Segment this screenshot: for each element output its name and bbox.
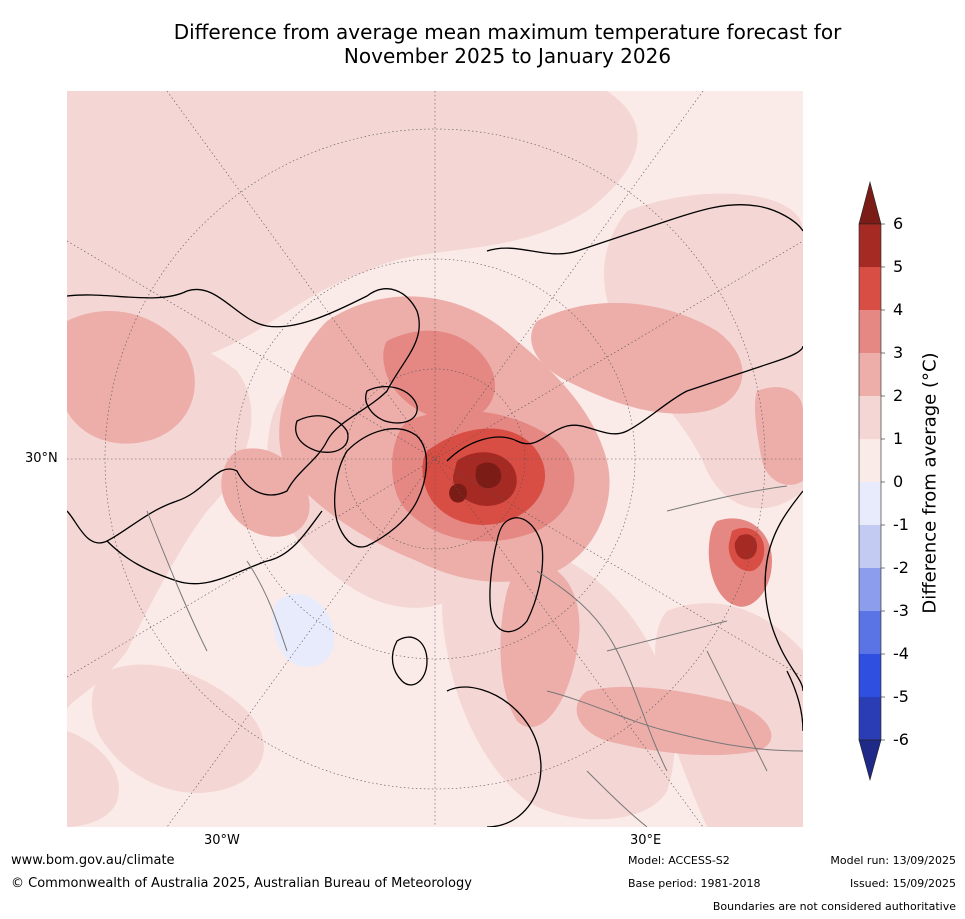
title-line-2: November 2025 to January 2026 (343, 44, 672, 68)
colorbar-tick-label: -1 (893, 515, 909, 534)
colorbar-bin (859, 568, 881, 611)
boundary-disclaimer: Boundaries are not considered authoritat… (712, 900, 956, 913)
graticule (67, 91, 803, 827)
model-name: Model: ACCESS-S2 (628, 854, 730, 867)
anomaly-above-6-regions (449, 462, 502, 503)
colorbar-bin (859, 224, 881, 267)
coastlines (67, 204, 803, 827)
colorbar-over-triangle (858, 180, 882, 225)
base-period: Base period: 1981-2018 (628, 877, 761, 890)
copyright-notice: © Commonwealth of Australia 2025, Austra… (11, 876, 472, 891)
forecast-map (67, 91, 803, 827)
colorbar-tick-label: 4 (893, 300, 904, 319)
country-borders (146, 485, 803, 827)
website-url: www.bom.gov.au/climate (11, 853, 175, 868)
colorbar-bin (859, 654, 881, 697)
colorbar-scale (858, 180, 885, 782)
anomaly-below-0-region (272, 593, 335, 667)
colorbar-bin (859, 310, 881, 353)
colorbar-ticks (881, 223, 885, 741)
colorbar-under-triangle (858, 739, 882, 782)
colorbar-bin (859, 697, 881, 740)
colorbar-bin (859, 267, 881, 310)
issued-date: Issued: 15/09/2025 (849, 877, 956, 890)
colorbar-bin (859, 611, 881, 654)
colorbar-tick-label: -3 (893, 601, 909, 620)
colorbar-title-text: Difference from average (°C) (919, 352, 941, 614)
title-line-1: Difference from average mean maximum tem… (173, 20, 842, 44)
colorbar-tick-label: 6 (893, 214, 904, 233)
map-canvas (67, 91, 803, 827)
latitude-label-30n: 30°N (25, 451, 58, 466)
colorbar-bin (859, 482, 881, 525)
colorbar-tick-label: 0 (893, 472, 904, 491)
colorbar-bin (859, 396, 881, 439)
colorbar-tick-label: 5 (893, 257, 904, 276)
colorbar-bin (859, 439, 881, 482)
longitude-label-30e: 30°E (630, 833, 662, 848)
longitude-label-30w: 30°W (204, 833, 240, 848)
colorbar-tick-label: 2 (893, 386, 904, 405)
colorbar-bin (859, 353, 881, 396)
colorbar-tick-label: -5 (893, 687, 909, 706)
model-run-date: Model run: 13/09/2025 (830, 854, 956, 867)
map-title: Difference from average mean maximum tem… (0, 20, 965, 68)
colorbar-tick-label: 1 (893, 429, 904, 448)
colorbar-bin (859, 525, 881, 568)
colorbar-tick-label: 3 (893, 343, 904, 362)
colorbar-tick-label: -6 (893, 730, 909, 749)
colorbar: 6 5 4 3 2 1 0 -1 -2 -3 -4 -5 -6 (850, 180, 965, 790)
colorbar-tick-label: -2 (893, 558, 909, 577)
colorbar-tick-label: -4 (893, 644, 909, 663)
